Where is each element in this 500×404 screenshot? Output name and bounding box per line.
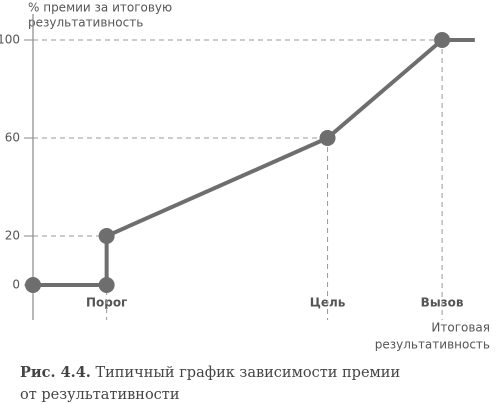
caption-text: Типичный график зависимости премии — [95, 365, 400, 381]
point — [319, 130, 336, 146]
caption-label: Рис. 4.4. — [20, 364, 91, 381]
caption: Рис. 4.4. Типичный график зависимости пр… — [20, 364, 400, 381]
point — [25, 277, 41, 293]
point — [98, 277, 115, 293]
y-tick-label: 0 — [12, 278, 20, 292]
x-axis-label: результативность — [375, 338, 490, 352]
point — [98, 228, 115, 244]
y-tick-label: 100 — [0, 33, 20, 47]
x-axis-label: Итоговая — [431, 321, 490, 335]
y-axis-label: % премии за итоговую — [28, 1, 172, 15]
caption-text: от результативности — [20, 387, 180, 403]
y-tick-label: 60 — [5, 131, 20, 145]
series-line — [33, 38, 475, 287]
point — [434, 32, 451, 48]
y-tick-label: 20 — [5, 229, 20, 243]
y-axis-label: результативность — [28, 16, 143, 30]
